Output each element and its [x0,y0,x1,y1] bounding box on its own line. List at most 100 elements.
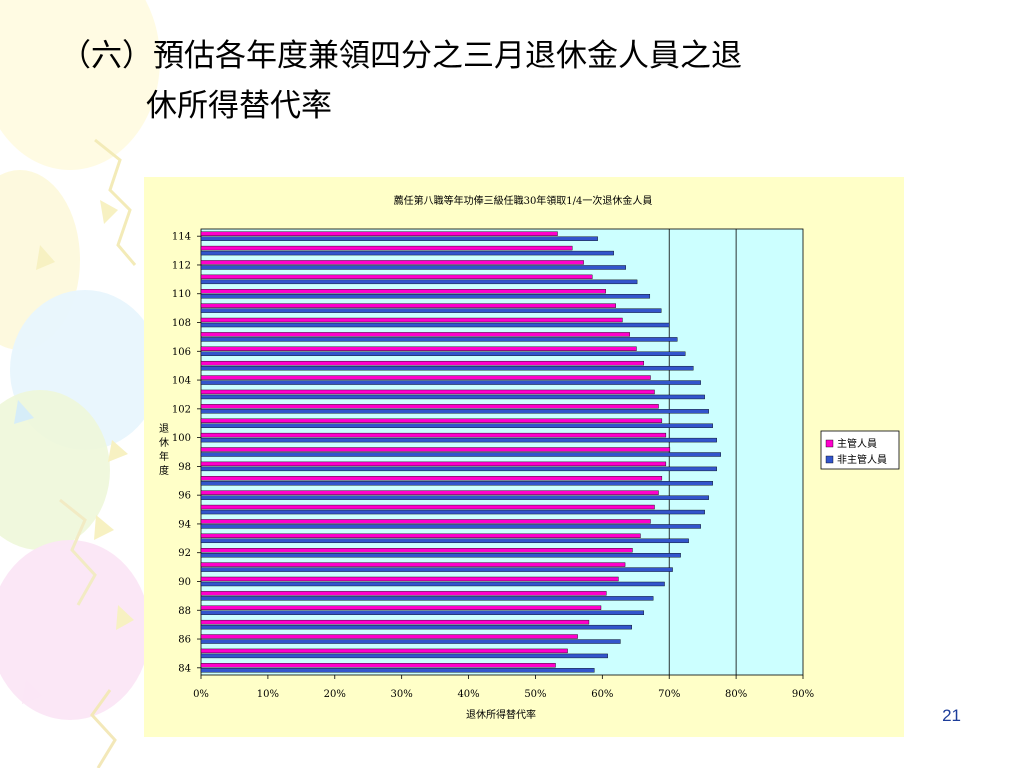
bar-series-1 [200,346,637,351]
legend-label: 非主管人員 [837,453,887,466]
bar-series-2 [200,308,662,313]
bar-series-2 [200,553,681,558]
bar-series-2 [200,365,694,371]
y-tick-label: 94 [178,519,191,530]
bar-series-2 [200,481,713,486]
y-tick-label: 106 [172,347,191,358]
bar-series-1 [200,260,584,265]
x-tick-label: 20% [324,689,346,700]
bar-series-2 [200,495,709,500]
y-tick-label: 114 [172,232,191,243]
bar-series-2 [200,322,670,328]
x-tick-label: 90% [792,689,814,700]
page-number: 21 [942,706,961,725]
bar-series-2 [200,524,701,529]
bar-series-2 [200,437,717,443]
y-tick-label: 112 [172,260,191,271]
bar-series-2 [200,639,621,644]
bar-series-2 [200,610,645,615]
bar-series-1 [200,619,590,625]
bar-series-1 [200,245,573,251]
decorative-triangle [36,245,55,270]
bar-series-2 [200,668,595,673]
bar-series-1 [200,591,607,596]
x-tick-label: 80% [725,689,747,700]
bar-series-1 [200,231,558,236]
bar-series-2 [200,596,654,601]
bar-chart: 薦任第八職等年功俸三級任職30年領取1/4一次退休金人員 0% 10% 20% 30%… [159,194,900,721]
bar-series-1 [200,576,619,582]
bar-series-2 [200,538,689,544]
y-tick-label: 96 [178,491,191,502]
slide-title-line-1: （六）預估各年度兼領四分之三月退休金人員之退 [60,38,742,74]
y-axis-title: 退休年度 [159,423,169,477]
balloon-string [90,689,117,768]
decorative-triangle [116,605,134,630]
bars [200,231,721,673]
x-axis: 0% 10% 20% 30% 40% 50% 60% 70% 80% 90% [193,675,814,700]
balloon-yellow-top [0,0,160,170]
bar-series-1 [200,648,568,654]
x-tick-label: 50% [524,689,546,700]
y-tick-label: 98 [178,462,191,473]
y-tick-label: 84 [178,663,191,674]
bar-series-1 [200,461,667,467]
bar-series-1 [200,360,645,366]
bar-series-1 [200,476,663,481]
decorative-triangle [100,200,118,224]
bar-series-2 [200,351,686,356]
bar-series-1 [200,447,671,452]
y-tick-label: 92 [178,548,191,559]
bar-series-2 [200,265,626,270]
bar-series-2 [200,294,651,299]
y-axis-title-char: 年 [159,450,169,463]
bar-series-1 [200,663,556,668]
y-axis-title-char: 退 [159,423,169,435]
bar-series-1 [200,634,578,639]
y-tick-label: 108 [172,318,191,329]
x-tick-label: 40% [457,689,479,700]
bar-series-1 [200,389,655,395]
balloon-pink [0,540,150,720]
balloon-string [59,498,97,606]
bar-series-2 [200,380,701,385]
bar-series-2 [200,250,614,256]
bar-series-1 [200,432,667,438]
bar-series-1 [200,490,659,495]
bar-series-1 [200,404,659,409]
bar-series-1 [200,605,602,610]
bar-series-1 [200,289,606,294]
bar-series-2 [200,279,638,285]
bar-series-2 [200,236,598,241]
plot-area [200,228,804,676]
bar-series-2 [200,581,665,587]
bar-series-2 [200,337,678,342]
bar-series-1 [200,274,593,280]
bar-series-1 [200,519,651,524]
y-axis: 84 86 88 90 92 94 96 98 100 102 104 106 108 110 112 114 [172,232,201,674]
bar-series-1 [200,562,626,567]
legend-box [820,430,900,470]
bar-series-2 [200,567,673,572]
bar-series-2 [200,509,705,515]
y-tick-label: 110 [172,289,191,300]
bar-series-2 [200,653,608,659]
legend-swatch [825,439,834,448]
y-tick-label: 86 [178,635,191,646]
decorative-triangle [94,515,114,540]
y-tick-label: 90 [178,577,191,588]
bar-series-2 [200,452,721,457]
bar-series-2 [200,466,717,472]
x-tick-label: 0% [193,689,209,700]
x-tick-label: 10% [257,689,279,700]
bar-series-1 [200,548,633,553]
y-axis-title-char: 休 [159,437,169,449]
x-axis-title: 退休所得替代率 [466,708,536,721]
bar-series-2 [200,394,705,400]
y-tick-label: 102 [172,404,191,415]
balloon-string [94,138,137,266]
decorative-triangle [14,400,34,424]
bar-series-1 [200,317,623,323]
